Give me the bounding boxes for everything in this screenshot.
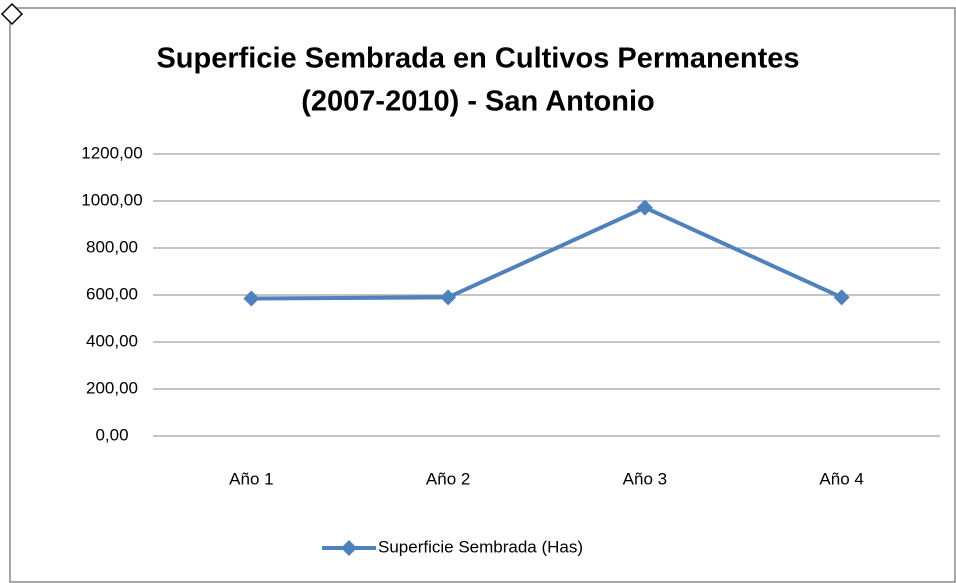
y-tick-label: 400,00 [86,331,138,350]
x-tick-label: Año 1 [229,469,273,488]
data-point [833,289,850,306]
y-tick-label: 1000,00 [81,190,142,209]
data-point [243,290,260,307]
data-point [636,199,653,216]
y-tick-label: 200,00 [86,378,138,397]
y-tick-label: 800,00 [86,237,138,256]
corner-handle [0,2,24,26]
chart-title: Superficie Sembrada en Cultivos Permanen… [156,43,799,75]
x-tick-label: Año 3 [623,469,667,488]
x-tick-label: Año 2 [426,469,470,488]
x-tick-label: Año 4 [819,469,863,488]
legend-label: Superficie Sembrada (Has) [378,537,583,556]
y-tick-label: 1200,00 [81,143,142,162]
y-tick-label: 600,00 [86,284,138,303]
chart-title: (2007-2010) - San Antonio [301,86,654,118]
legend-marker [341,540,357,556]
data-point [440,289,457,306]
series-line [251,205,843,301]
y-tick-label: 0,00 [95,425,128,444]
